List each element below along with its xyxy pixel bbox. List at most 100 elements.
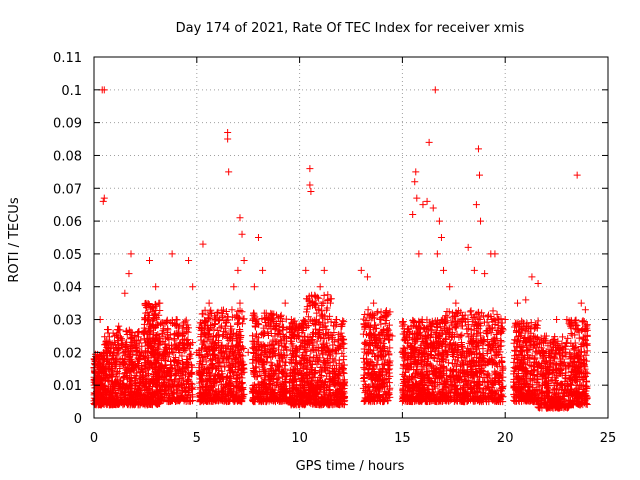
data-point bbox=[128, 359, 136, 367]
data-point bbox=[131, 376, 139, 384]
data-point bbox=[149, 396, 157, 404]
data-point bbox=[173, 344, 181, 352]
data-point bbox=[119, 400, 127, 408]
data-points bbox=[90, 86, 591, 412]
data-point bbox=[145, 370, 153, 378]
data-point bbox=[167, 357, 175, 365]
data-point bbox=[131, 389, 139, 397]
data-point bbox=[160, 375, 168, 383]
data-point bbox=[386, 344, 394, 352]
data-point bbox=[166, 396, 174, 404]
data-point bbox=[136, 372, 144, 380]
data-point bbox=[188, 363, 196, 371]
data-point bbox=[164, 353, 172, 361]
data-point bbox=[184, 391, 192, 399]
data-point bbox=[127, 357, 135, 365]
data-point bbox=[152, 400, 160, 408]
data-point bbox=[145, 398, 153, 406]
data-point bbox=[120, 396, 128, 404]
data-point bbox=[134, 329, 142, 337]
data-point bbox=[113, 337, 121, 345]
data-point bbox=[160, 367, 168, 375]
data-point bbox=[181, 395, 189, 403]
data-point bbox=[173, 370, 181, 378]
data-point bbox=[145, 376, 153, 384]
data-point bbox=[124, 375, 132, 383]
data-point bbox=[108, 355, 116, 363]
data-point bbox=[152, 336, 160, 344]
data-point bbox=[106, 339, 114, 347]
data-point bbox=[162, 318, 170, 326]
data-point bbox=[141, 401, 149, 409]
data-point bbox=[154, 330, 162, 338]
data-point bbox=[157, 338, 165, 346]
data-point bbox=[155, 311, 163, 319]
data-point bbox=[169, 390, 177, 398]
data-point bbox=[94, 401, 102, 409]
data-point bbox=[141, 327, 149, 335]
data-point bbox=[150, 379, 158, 387]
chart-title: Day 174 of 2021, Rate Of TEC Index for r… bbox=[176, 21, 525, 36]
data-point bbox=[171, 375, 179, 383]
data-point bbox=[148, 348, 156, 356]
data-point bbox=[188, 368, 196, 376]
data-point bbox=[124, 351, 132, 359]
data-point bbox=[161, 381, 169, 389]
data-point bbox=[183, 339, 191, 347]
data-point bbox=[126, 395, 134, 403]
data-point bbox=[93, 389, 101, 397]
data-point bbox=[148, 361, 156, 369]
data-point bbox=[126, 341, 134, 349]
data-point bbox=[109, 379, 117, 387]
data-point bbox=[128, 384, 136, 392]
data-point bbox=[125, 347, 133, 355]
data-point bbox=[151, 310, 159, 318]
data-point bbox=[114, 326, 122, 334]
data-point bbox=[137, 336, 145, 344]
data-point bbox=[91, 361, 99, 369]
data-point bbox=[101, 385, 109, 393]
data-point bbox=[181, 364, 189, 372]
data-point bbox=[165, 376, 173, 384]
data-point bbox=[141, 363, 149, 371]
data-point bbox=[497, 357, 505, 365]
data-point bbox=[118, 336, 126, 344]
data-point bbox=[158, 329, 166, 337]
data-point bbox=[127, 335, 135, 343]
data-point bbox=[165, 336, 173, 344]
data-point bbox=[113, 369, 121, 377]
data-point bbox=[140, 378, 148, 386]
data-point bbox=[117, 377, 125, 385]
data-point bbox=[105, 349, 113, 357]
data-point bbox=[104, 329, 112, 337]
data-point bbox=[158, 363, 166, 371]
data-point bbox=[111, 341, 119, 349]
data-point bbox=[121, 389, 129, 397]
data-point bbox=[165, 398, 173, 406]
data-point bbox=[400, 345, 408, 353]
data-point bbox=[145, 311, 153, 319]
data-point bbox=[147, 352, 155, 360]
data-point bbox=[110, 383, 118, 391]
data-point bbox=[156, 350, 164, 358]
data-point bbox=[228, 306, 236, 314]
data-point bbox=[123, 330, 131, 338]
data-point bbox=[121, 344, 129, 352]
data-point bbox=[189, 397, 197, 405]
data-point bbox=[120, 361, 128, 369]
data-point bbox=[184, 376, 192, 384]
data-point bbox=[134, 401, 142, 409]
data-point bbox=[167, 319, 175, 327]
data-point bbox=[123, 369, 131, 377]
data-point bbox=[159, 319, 167, 327]
data-point bbox=[234, 315, 242, 323]
data-point bbox=[184, 356, 192, 364]
data-point bbox=[163, 317, 171, 325]
data-point bbox=[126, 388, 134, 396]
data-point bbox=[123, 343, 131, 351]
data-point bbox=[371, 330, 379, 338]
data-point bbox=[114, 345, 122, 353]
data-point bbox=[185, 375, 193, 383]
data-point bbox=[93, 372, 101, 380]
data-point bbox=[97, 360, 105, 368]
